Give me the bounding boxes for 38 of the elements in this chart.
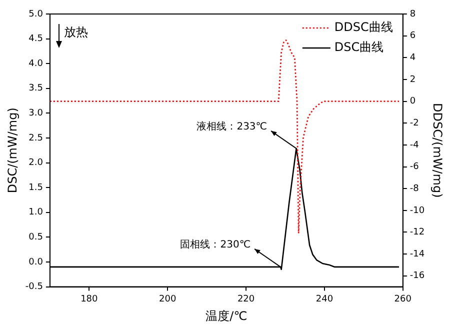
x-tick-label: 260 <box>394 294 412 305</box>
legend-label: DSC曲线 <box>334 40 384 54</box>
x-tick-label: 220 <box>237 294 255 305</box>
annotation: 固相线：230℃ <box>180 238 251 251</box>
y2-tick-label: -2 <box>410 118 419 128</box>
y-tick-label: 2.5 <box>28 133 43 144</box>
y2-tick-label: -16 <box>410 271 425 282</box>
y2-tick-label: -6 <box>410 162 420 172</box>
y-tick-label: 0.0 <box>28 257 44 268</box>
y-tick-label: 4.5 <box>28 34 43 44</box>
y2-tick-label: 6 <box>410 31 416 42</box>
y-tick-label: 1.0 <box>28 208 44 218</box>
y-tick-label: 1.5 <box>28 182 43 193</box>
y-tick-label: 5.0 <box>28 9 44 20</box>
y2-tick-label: 4 <box>410 52 416 63</box>
y2-tick-label: -14 <box>410 249 425 260</box>
legend-label: DDSC曲线 <box>334 20 393 34</box>
y2-tick-label: 8 <box>410 9 416 20</box>
y2-tick-label: -8 <box>410 184 420 194</box>
annotation: 液相线：233℃ <box>196 120 268 133</box>
y2-tick-label: 2 <box>410 74 416 85</box>
x-axis-title: 温度/℃ <box>206 308 248 323</box>
y-tick-label: 2.0 <box>28 158 44 168</box>
x-tick-label: 240 <box>316 294 334 305</box>
y-tick-label: 0.5 <box>28 232 43 243</box>
y-tick-label: 4.0 <box>28 58 44 69</box>
y-axis-title: DSC/(mW/mg) <box>5 108 20 194</box>
y-tick-label: 3.0 <box>28 108 44 119</box>
y2-tick-label: 0 <box>410 96 416 107</box>
x-tick-label: 200 <box>159 294 176 305</box>
y2-tick-label: -12 <box>410 228 425 238</box>
y2-tick-label: -10 <box>410 206 425 216</box>
y2-tick-label: -4 <box>410 140 420 150</box>
y-tick-label: -0.5 <box>25 282 43 292</box>
x-tick-label: 180 <box>80 294 98 305</box>
annotation: 放热 <box>64 24 88 41</box>
y2-axis-title: DDSC/(mW/mg) <box>430 103 445 198</box>
y-tick-label: 3.5 <box>28 84 43 94</box>
